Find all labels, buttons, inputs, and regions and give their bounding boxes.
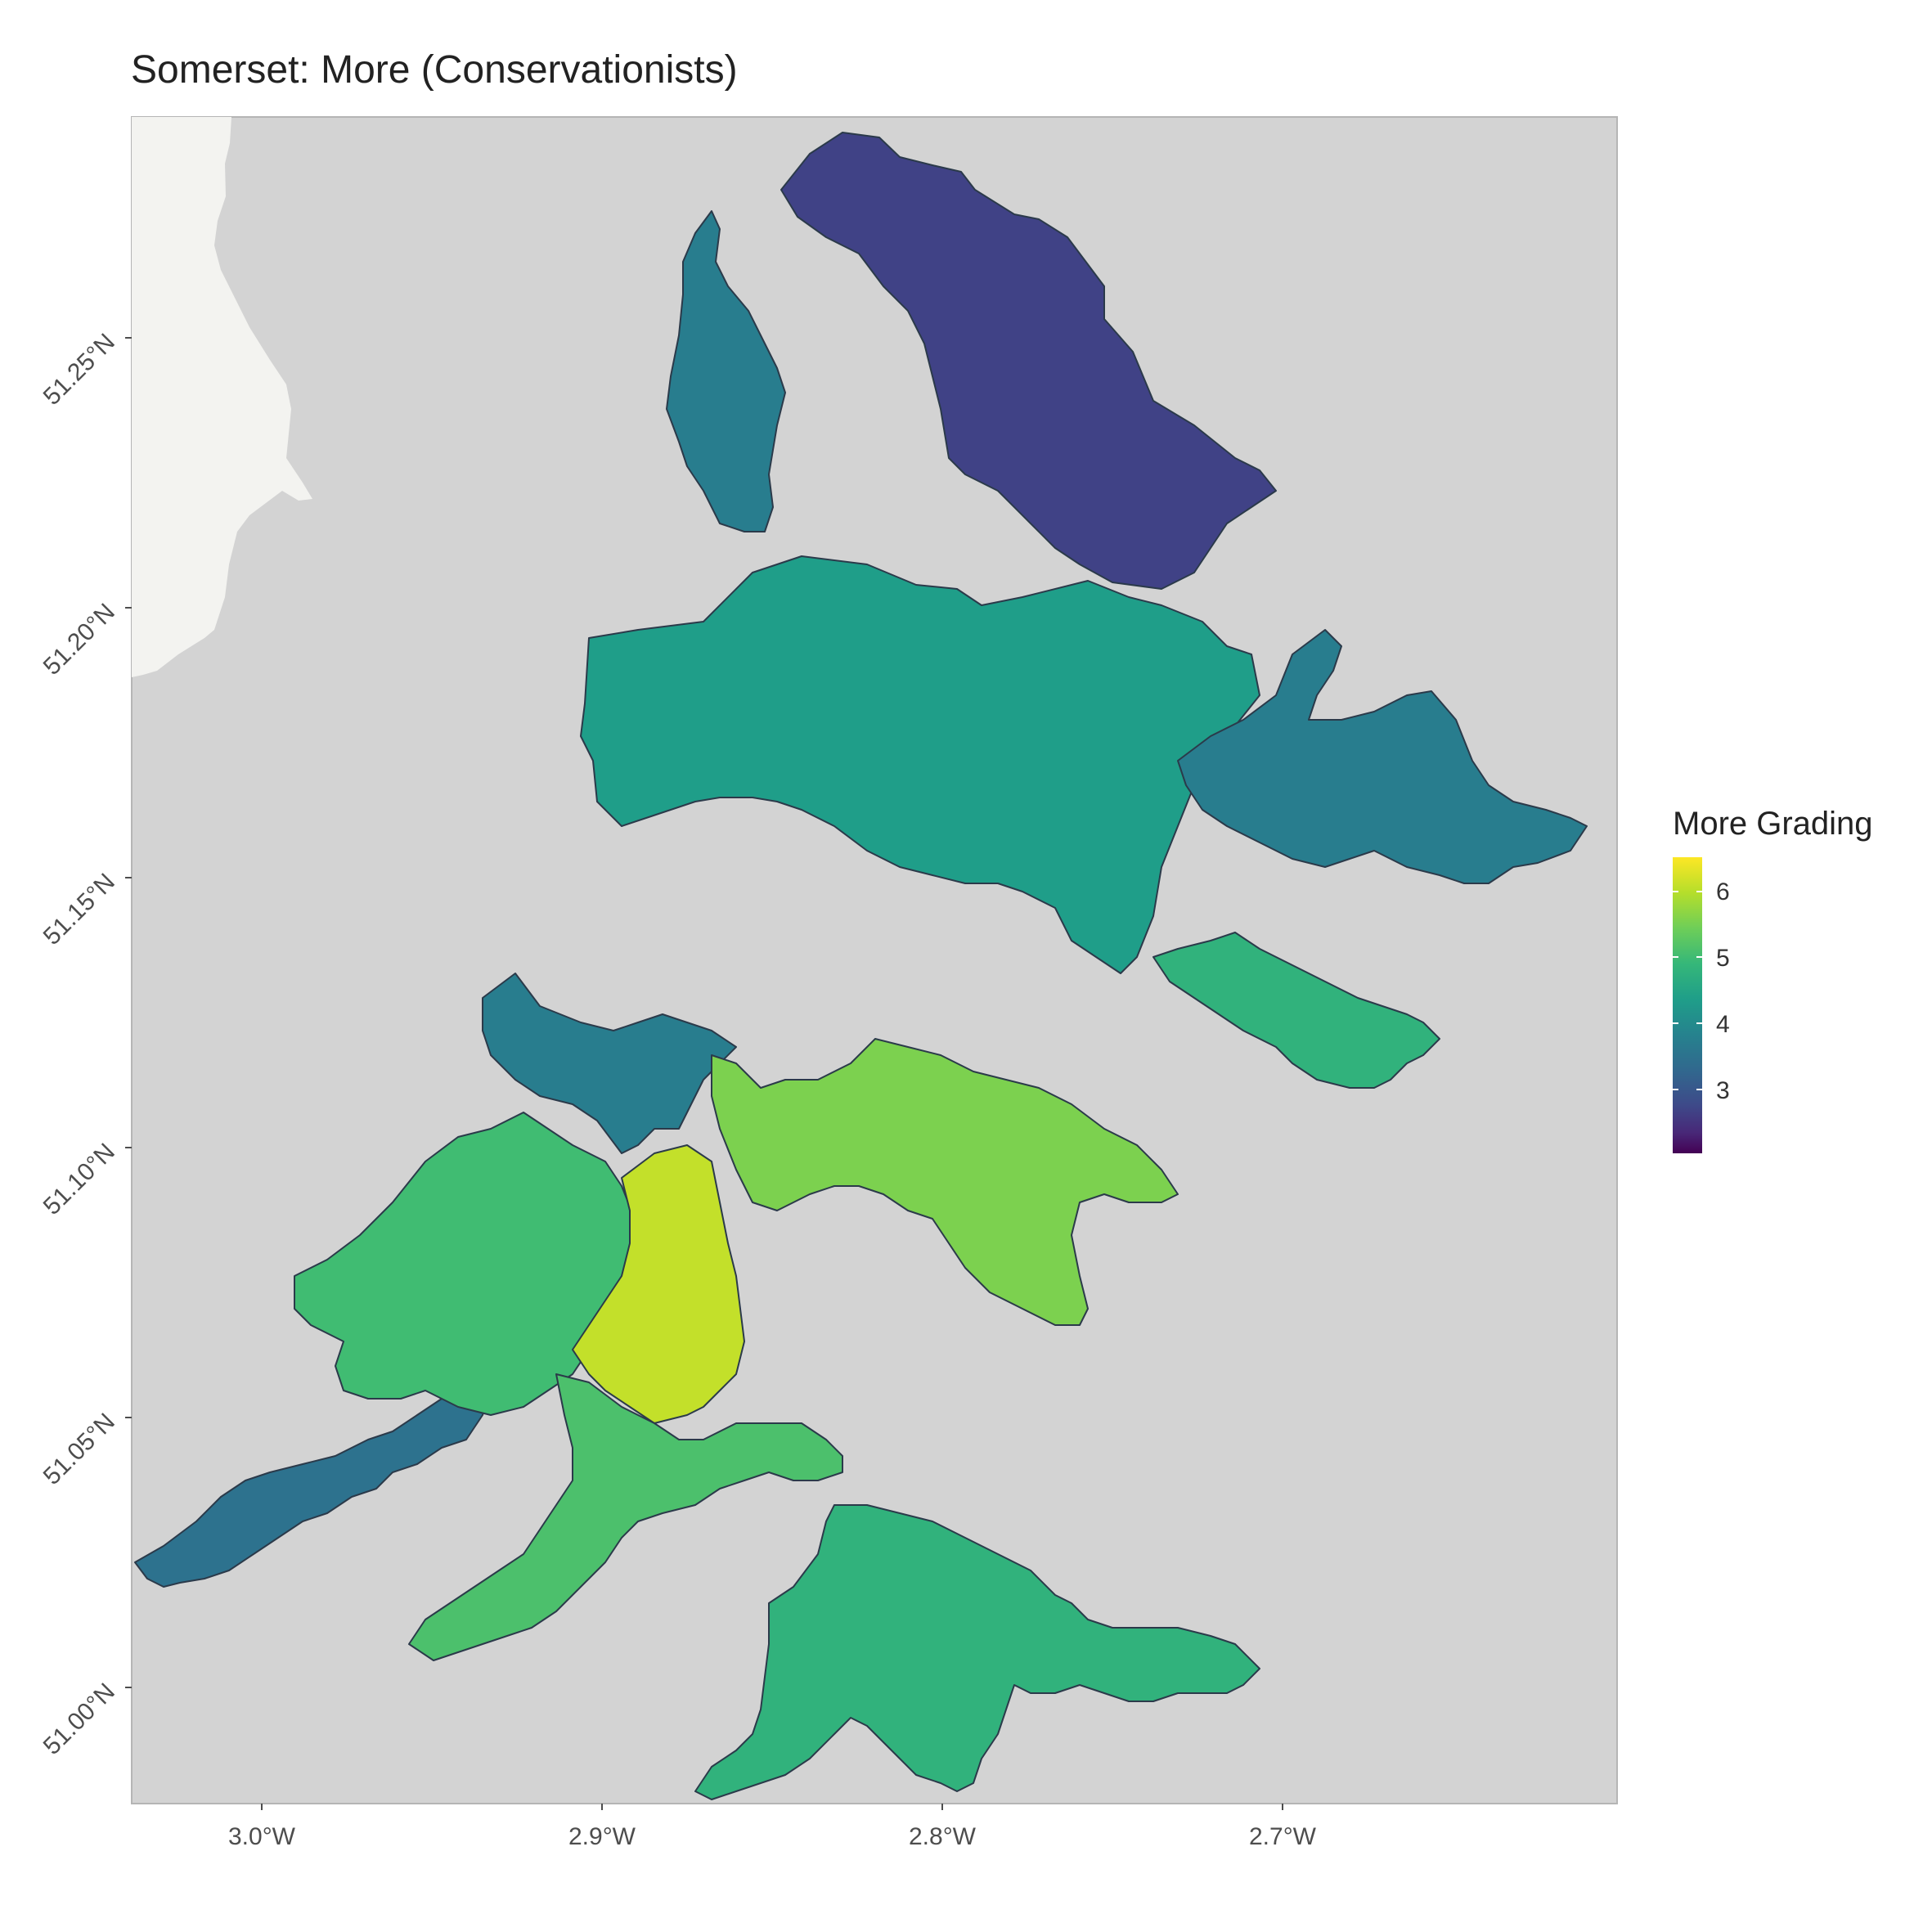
x-tick-label: 2.8°W: [909, 1823, 977, 1850]
region-south-central-spine: [572, 1144, 745, 1424]
y-tick-label: 51.20°N: [38, 599, 120, 681]
region-central-belt: [580, 555, 1260, 974]
x-tick-label: 2.9°W: [568, 1823, 636, 1850]
region-middle-north-strip: [482, 973, 737, 1154]
y-tick-label: 51.00°N: [38, 1678, 120, 1760]
y-tick-label: 51.15°N: [38, 869, 120, 950]
x-tick-label: 2.7°W: [1249, 1823, 1317, 1850]
legend-label: 4: [1716, 1011, 1730, 1038]
legend-label: 3: [1716, 1077, 1730, 1104]
y-tick-label: 51.10°N: [38, 1139, 120, 1220]
legend-colorbar: [1673, 857, 1702, 1153]
y-tick-label: 51.25°N: [38, 329, 120, 411]
map-title: Somerset: More (Conservationists): [131, 48, 738, 92]
legend: More Grading 6 5 4 3: [1673, 806, 1873, 1153]
x-axis: 3.0°W 2.9°W 2.8°W 2.7°W: [228, 1804, 1317, 1850]
region-north-east-block: [780, 132, 1277, 590]
region-south-east-tail: [1152, 932, 1440, 1089]
region-middle-east-lobe: [711, 1038, 1179, 1326]
region-south-lobe: [694, 1504, 1260, 1800]
legend-label: 5: [1716, 945, 1730, 972]
region-north-west-strip: [666, 210, 786, 532]
x-tick-label: 3.0°W: [228, 1823, 296, 1850]
region-central-east-lobe: [1177, 629, 1588, 884]
coastline-land: [132, 117, 312, 677]
legend-title: More Grading: [1673, 806, 1873, 842]
y-tick-label: 51.05°N: [38, 1409, 120, 1490]
y-axis: 51.25°N 51.20°N 51.15°N 51.10°N 51.05°N …: [38, 329, 132, 1760]
region-south-west-tail: [134, 1382, 492, 1588]
region-south-arm: [408, 1373, 843, 1661]
legend-label: 6: [1716, 878, 1730, 905]
